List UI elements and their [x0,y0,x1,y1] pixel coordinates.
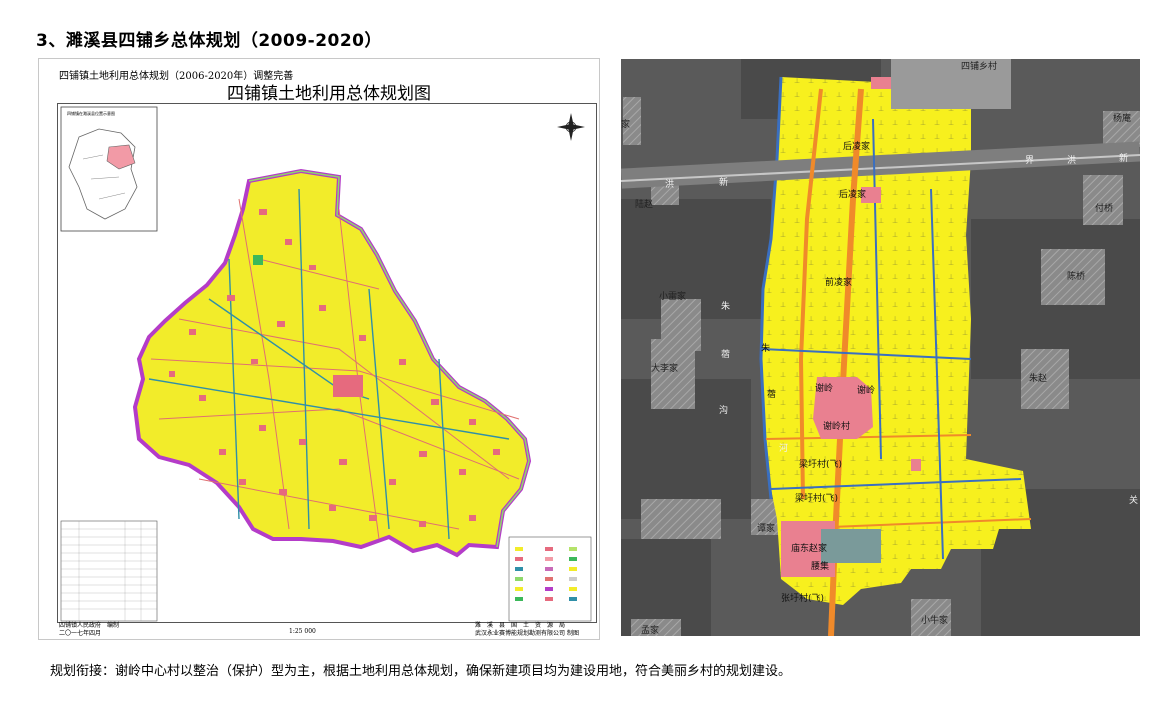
label-jie: 界 [1025,156,1035,166]
label-hong2: 洪 [665,180,675,190]
green-patch [253,255,263,265]
label-zhu-zhao: 朱赵 [1029,374,1048,384]
compiler: 四铺镇人民政府 编制 [59,622,120,629]
water-channels [148,188,510,540]
secondary-road-orange [798,88,823,500]
label-guan: 关 [1129,496,1139,506]
map-frame [57,103,597,623]
label-xi2: 蓿 [767,390,777,400]
approver: 濉 溪 县 国 土 资 源 局 [475,622,566,629]
label-xiao-lei: 小雷家 [659,292,687,302]
compile-date: 二〇一七年四月 [59,630,102,637]
houling-patch [861,187,881,203]
label-zhu2: 朱 [761,344,771,354]
highway-line [621,154,1140,182]
label-xin2: 新 [719,178,729,188]
label-he: 河 [779,444,789,454]
map-footer-left: 四铺镇人民政府 编制 二〇一七年四月 [59,622,119,638]
label-xieji: 腰集 [811,562,830,572]
land-use-table-rows [61,521,157,621]
field-blocks [621,59,1140,636]
legend-swatches [515,547,577,601]
river-edge [759,76,783,500]
label-xi1: 蓿 [721,350,731,360]
map-maker: 武汉永业赛博能规划勘测有限公司 [475,630,566,637]
sipu-block [891,59,1011,109]
channel-e [872,118,882,460]
label-zhuqian2: 梁圩村(飞) [795,494,839,504]
label-gou: 沟 [719,406,729,416]
highway-band [621,141,1140,189]
label-zhuqian1: 梁圩村(飞) [799,460,843,470]
label-zhu1: 朱 [721,302,731,312]
label-xieling-cun: 谢岭村 [823,422,851,432]
label-zhuqian3: 张圩村(飞) [781,594,825,604]
map-scale: 1:25 000 [289,628,316,635]
label-meng: 孟家 [641,626,660,636]
channel-f [930,188,944,560]
water-pond [821,529,881,563]
label-miaodong: 庙东赵家 [791,544,828,554]
label-houling-jia2: 后凌家 [839,190,867,200]
channel-b [770,478,1022,490]
township-highlight [106,144,136,170]
section-heading: 3、濉溪县四铺乡总体规划（2009-2020） [36,31,383,51]
inset-boundaries [82,154,126,200]
map-title: 四铺镇土地利用总体规划图 [227,84,431,104]
map-subtitle: 四铺镇土地利用总体规划（2006-2020年）调整完善 [59,71,294,82]
label-da-li: 大李家 [651,364,679,374]
land-use-plan-map: 四铺镇土地利用总体规划（2006-2020年）调整完善 四铺镇土地利用总体规划图 [38,58,600,640]
river-boundary [248,170,530,548]
small-patch [911,459,921,471]
label-fu-qiao: 付桥 [1095,204,1114,214]
detail-map-graphic: ⊥ [621,59,1140,636]
road-d [765,434,972,440]
label-sipu: 四铺乡村 [961,62,998,72]
label-chen-qiao: 陈桥 [1067,272,1086,282]
north-compass [557,113,585,141]
label-xiaoniu: 小牛家 [921,616,949,626]
label-xieling1: 谢岭 [815,384,834,394]
label-xin1: 新 [1119,154,1129,164]
label-yanghe: 杨庵 [1113,114,1132,124]
land-use-table [60,520,158,622]
label-lu-zhao: 陆赵 [635,200,654,210]
label-qianling: 前凌家 [825,278,853,288]
label-hong1: 洪 [1067,156,1077,166]
hatched-villages [623,97,1140,636]
inset-title: 四铺镇在濉溪县位置示意图 [67,110,115,116]
label-xieling2: 谢岭 [857,386,876,396]
xieling-core [813,377,873,439]
xieling-detail-map: ⊥ [621,59,1140,636]
made-by: 制图 [566,630,579,637]
planning-caption: 规划衔接：谢岭中心村以整治（保护）型为主，根据土地利用总体规划，确保新建项目均为… [50,664,792,679]
label-houling-jia1: 后凌家 [843,142,871,152]
planned-area [761,77,1031,605]
township-boundary [132,168,532,558]
map-footer-right: 濉 溪 县 国 土 资 源 局 武汉永业赛博能规划勘测有限公司 制图 [475,622,579,638]
land-use-plan-graphic: 四铺镇在濉溪县位置示意图 [60,106,592,622]
label-jia1: 家 [621,120,631,130]
settlement-patches [169,209,500,527]
label-tan: 谭家 [757,524,776,534]
